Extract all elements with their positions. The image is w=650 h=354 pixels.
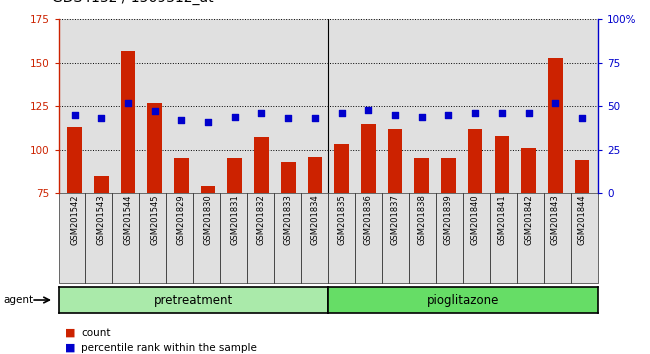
Point <box>256 110 266 116</box>
Bar <box>441 158 456 193</box>
Bar <box>307 156 322 193</box>
Text: ■: ■ <box>65 328 75 338</box>
Bar <box>334 144 349 193</box>
Point <box>443 112 454 118</box>
Point <box>337 110 347 116</box>
Point <box>550 100 560 105</box>
Bar <box>548 58 563 193</box>
Point <box>390 112 400 118</box>
Bar <box>415 158 429 193</box>
Bar <box>361 124 376 193</box>
Bar <box>281 162 296 193</box>
Text: agent: agent <box>3 295 33 305</box>
Bar <box>521 148 536 193</box>
Text: count: count <box>81 328 110 338</box>
Bar <box>174 158 188 193</box>
Bar <box>227 158 242 193</box>
Text: pioglitazone: pioglitazone <box>427 293 499 307</box>
Bar <box>575 160 590 193</box>
Text: pretreatment: pretreatment <box>154 293 233 307</box>
Text: ■: ■ <box>65 343 75 353</box>
Point <box>283 115 293 121</box>
Bar <box>201 186 215 193</box>
Bar <box>148 103 162 193</box>
Bar <box>495 136 509 193</box>
Bar <box>94 176 109 193</box>
Point <box>497 110 507 116</box>
Point <box>309 115 320 121</box>
Point <box>123 100 133 105</box>
Text: GDS4132 / 1569312_at: GDS4132 / 1569312_at <box>52 0 214 5</box>
Bar <box>254 137 269 193</box>
Point <box>363 107 374 113</box>
Bar <box>121 51 135 193</box>
Point <box>470 110 480 116</box>
Point <box>203 119 213 125</box>
Point <box>70 112 80 118</box>
Bar <box>468 129 482 193</box>
Point <box>96 115 107 121</box>
Point <box>229 114 240 119</box>
Point <box>176 117 187 123</box>
Point <box>417 114 427 119</box>
Point <box>150 109 160 114</box>
Text: percentile rank within the sample: percentile rank within the sample <box>81 343 257 353</box>
Point <box>577 115 587 121</box>
Bar <box>387 129 402 193</box>
Point <box>523 110 534 116</box>
Bar <box>67 127 82 193</box>
